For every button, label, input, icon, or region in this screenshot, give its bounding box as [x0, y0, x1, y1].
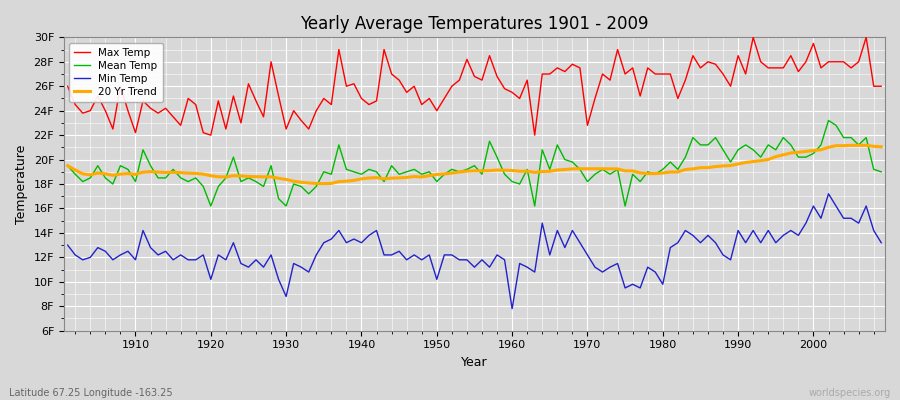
Mean Temp — [341, 167, 352, 172]
Legend: Max Temp, Mean Temp, Min Temp, 20 Yr Trend: Max Temp, Mean Temp, Min Temp, 20 Yr Tre… — [69, 42, 163, 102]
Mean Temp — [296, 184, 307, 189]
Mean Temp — [824, 118, 834, 123]
Mean Temp — [507, 179, 517, 184]
Max Temp — [507, 90, 517, 95]
Text: worldspecies.org: worldspecies.org — [809, 388, 891, 398]
Min Temp — [122, 249, 133, 254]
Min Temp — [507, 306, 517, 311]
Mean Temp — [62, 163, 73, 168]
20 Yr Trend — [876, 144, 886, 149]
20 Yr Trend — [62, 163, 73, 168]
Max Temp — [205, 133, 216, 138]
Mean Temp — [876, 170, 886, 174]
Min Temp — [288, 261, 299, 266]
Line: Mean Temp: Mean Temp — [68, 120, 881, 206]
Max Temp — [514, 96, 525, 101]
Max Temp — [876, 84, 886, 89]
Max Temp — [748, 35, 759, 40]
Max Temp — [605, 78, 616, 82]
X-axis label: Year: Year — [461, 356, 488, 369]
Y-axis label: Temperature: Temperature — [15, 144, 28, 224]
Min Temp — [500, 258, 510, 262]
Min Temp — [876, 240, 886, 245]
Max Temp — [62, 84, 73, 89]
Min Temp — [824, 192, 834, 196]
Text: Latitude 67.25 Longitude -163.25: Latitude 67.25 Longitude -163.25 — [9, 388, 173, 398]
20 Yr Trend — [605, 166, 616, 171]
Line: Max Temp: Max Temp — [68, 37, 881, 135]
Mean Temp — [122, 167, 133, 172]
Min Temp — [334, 228, 345, 233]
Min Temp — [605, 265, 616, 270]
20 Yr Trend — [319, 181, 329, 186]
20 Yr Trend — [507, 168, 517, 173]
Min Temp — [514, 261, 525, 266]
Title: Yearly Average Temperatures 1901 - 2009: Yearly Average Temperatures 1901 - 2009 — [301, 15, 649, 33]
Max Temp — [122, 108, 133, 113]
Line: 20 Yr Trend: 20 Yr Trend — [68, 145, 881, 184]
Line: Min Temp: Min Temp — [68, 194, 881, 309]
20 Yr Trend — [122, 171, 133, 176]
20 Yr Trend — [341, 179, 352, 184]
Mean Temp — [205, 204, 216, 208]
Max Temp — [341, 84, 352, 89]
20 Yr Trend — [288, 179, 299, 184]
Mean Temp — [514, 182, 525, 186]
Min Temp — [62, 243, 73, 248]
20 Yr Trend — [846, 143, 857, 148]
Max Temp — [296, 118, 307, 123]
Mean Temp — [605, 172, 616, 177]
20 Yr Trend — [514, 169, 525, 174]
